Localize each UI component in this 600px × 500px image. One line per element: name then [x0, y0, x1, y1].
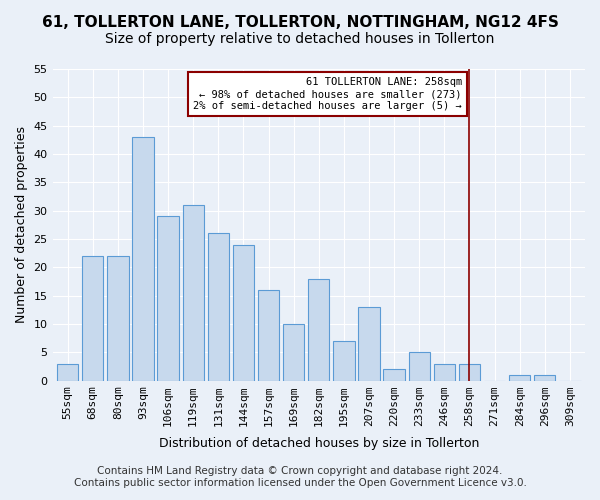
Bar — [308, 278, 329, 380]
Bar — [157, 216, 179, 380]
Bar — [534, 375, 556, 380]
Bar — [182, 205, 204, 380]
Bar — [208, 234, 229, 380]
Bar — [107, 256, 128, 380]
Bar — [258, 290, 279, 380]
Bar — [434, 364, 455, 380]
Bar — [509, 375, 530, 380]
Bar — [358, 307, 380, 380]
Bar — [57, 364, 78, 380]
Bar — [459, 364, 480, 380]
Bar — [82, 256, 103, 380]
Y-axis label: Number of detached properties: Number of detached properties — [15, 126, 28, 324]
Bar — [383, 369, 405, 380]
Text: 61 TOLLERTON LANE: 258sqm
← 98% of detached houses are smaller (273)
2% of semi-: 61 TOLLERTON LANE: 258sqm ← 98% of detac… — [193, 78, 462, 110]
Text: 61, TOLLERTON LANE, TOLLERTON, NOTTINGHAM, NG12 4FS: 61, TOLLERTON LANE, TOLLERTON, NOTTINGHA… — [41, 15, 559, 30]
Bar — [409, 352, 430, 380]
Bar — [233, 244, 254, 380]
X-axis label: Distribution of detached houses by size in Tollerton: Distribution of detached houses by size … — [158, 437, 479, 450]
Bar — [132, 137, 154, 380]
Bar — [333, 341, 355, 380]
Text: Contains HM Land Registry data © Crown copyright and database right 2024.
Contai: Contains HM Land Registry data © Crown c… — [74, 466, 526, 487]
Bar — [283, 324, 304, 380]
Text: Size of property relative to detached houses in Tollerton: Size of property relative to detached ho… — [106, 32, 494, 46]
